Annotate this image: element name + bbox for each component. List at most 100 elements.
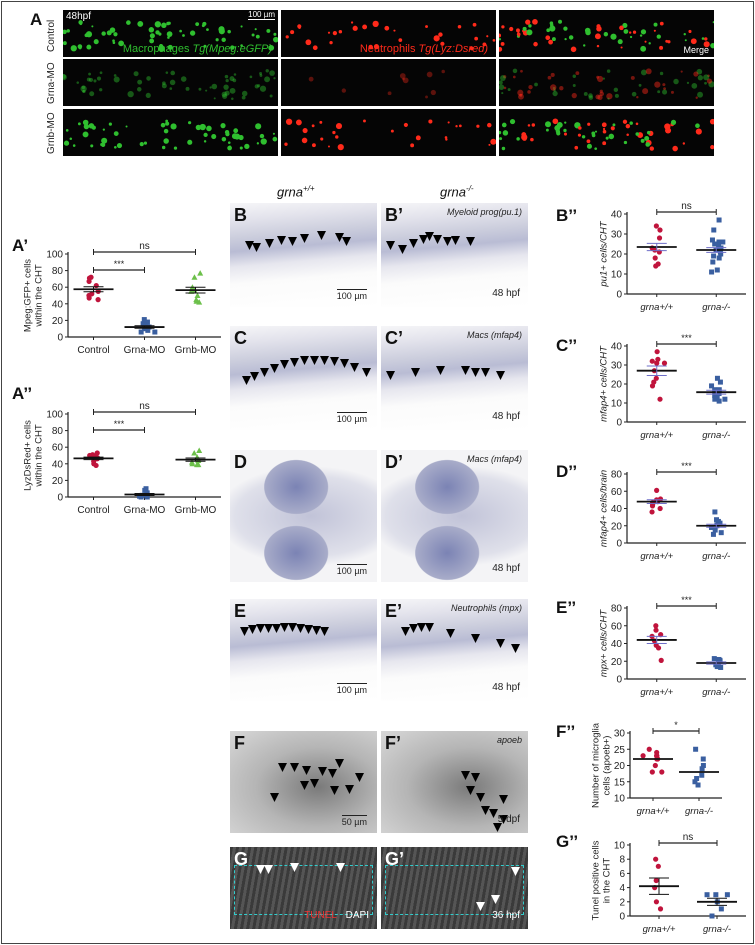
data-point bbox=[194, 292, 201, 298]
y-tick-label: 40 bbox=[611, 639, 623, 650]
y-tick-label: 4 bbox=[619, 883, 625, 894]
arrowhead-icon bbox=[318, 767, 327, 776]
data-point bbox=[657, 906, 664, 912]
arrowhead-icon bbox=[350, 363, 359, 372]
y-axis-label: Number of microglia bbox=[590, 722, 601, 808]
significance-label: *** bbox=[681, 461, 692, 471]
panel-label-e-double-prime: E’’ bbox=[556, 598, 577, 617]
arrowhead-icon bbox=[496, 371, 505, 380]
scale-bar: 100 µm bbox=[336, 289, 367, 301]
data-point bbox=[652, 255, 658, 261]
data-point bbox=[710, 531, 716, 537]
data-point bbox=[145, 327, 151, 333]
chart-b-double-prime: 0 10 20 30 40 grna+/+ grna-/- pu1+ cells/CHT ns bbox=[598, 201, 746, 313]
fluo-image-control-merge: Merge bbox=[499, 10, 714, 57]
y-tick-label: 0 bbox=[616, 675, 622, 686]
stain-caption: Macs (mfap4) bbox=[466, 454, 522, 464]
timepoint-label: 48 hpf bbox=[492, 682, 520, 693]
y-tick-label: 0 bbox=[616, 539, 622, 550]
y-tick-label: 60 bbox=[52, 283, 64, 294]
scale-bar: 100 µm bbox=[336, 412, 367, 424]
arrowhead-icon bbox=[493, 823, 502, 832]
data-point bbox=[653, 899, 660, 905]
significance-label: ns bbox=[683, 832, 694, 843]
arrowhead-icon bbox=[409, 624, 418, 633]
y-tick-label: 60 bbox=[611, 621, 623, 632]
fluo-image-grnb-mo-green bbox=[63, 109, 278, 156]
arrowhead-icon bbox=[256, 865, 265, 874]
caption-transgene: Tg(Lyz:Dsred) bbox=[418, 43, 488, 55]
x-tick-label: Control bbox=[77, 345, 109, 356]
y-tick-label: 0 bbox=[619, 912, 625, 923]
data-point bbox=[710, 259, 716, 265]
arrowhead-icon bbox=[317, 231, 326, 240]
arrowhead-icon bbox=[288, 623, 297, 632]
arrowhead-icon bbox=[288, 237, 297, 246]
y-axis-label: mfap4+ cells/CHT bbox=[598, 345, 609, 422]
micrograph-d: D 100 µm bbox=[230, 450, 377, 582]
panel-label: D bbox=[234, 452, 247, 472]
arrowhead-icon bbox=[499, 815, 508, 824]
panel-label-f-double-prime: F’’ bbox=[556, 722, 576, 741]
data-point bbox=[646, 746, 652, 752]
fluo-image-control-red: Neutrophils Tg(Lyz:Dsred) bbox=[281, 10, 496, 57]
micrograph-b-prime: B’ Myeloid prog(pu.1) 48 hpf bbox=[381, 203, 528, 307]
y-tick-label: 20 bbox=[611, 657, 623, 668]
y-axis-label: cells (apoeb+) bbox=[601, 736, 612, 796]
x-tick-label: Grnb-MO bbox=[175, 505, 217, 516]
data-point bbox=[699, 772, 705, 778]
timepoint-label: 48 hpf bbox=[492, 563, 520, 574]
data-point bbox=[709, 383, 715, 389]
timepoint-label: 48hpf bbox=[66, 11, 92, 22]
stain-caption: Myeloid prog(pu.1) bbox=[446, 207, 522, 217]
arrowhead-icon bbox=[355, 773, 364, 782]
arrowhead-icon bbox=[425, 623, 434, 632]
x-tick-label: Grnb-MO bbox=[175, 345, 217, 356]
x-tick-label: grna-/- bbox=[685, 806, 713, 817]
arrowhead-icon bbox=[264, 624, 273, 633]
y-tick-label: 10 bbox=[614, 841, 626, 852]
panel-label-d-double-prime: D’’ bbox=[556, 462, 578, 481]
x-tick-label: grna+/+ bbox=[640, 687, 673, 698]
data-point bbox=[713, 892, 719, 898]
arrowhead-icon bbox=[272, 624, 281, 633]
significance-label: *** bbox=[681, 595, 692, 605]
micrograph-c: C 100 µm bbox=[230, 326, 377, 430]
significance-label: ns bbox=[139, 241, 150, 252]
data-point bbox=[717, 379, 723, 385]
x-tick-label: grna-/- bbox=[702, 430, 730, 441]
arrowhead-icon bbox=[280, 360, 289, 369]
timepoint-label: 48 hpf bbox=[492, 288, 520, 299]
panel-label: G bbox=[234, 849, 249, 869]
arrowhead-icon bbox=[248, 625, 257, 634]
data-point bbox=[191, 274, 198, 280]
y-axis-label: mfap4+ cells/brain bbox=[598, 470, 609, 547]
arrowhead-icon bbox=[330, 357, 339, 366]
arrowhead-icon bbox=[328, 769, 337, 778]
data-point bbox=[695, 782, 701, 788]
merge-caption: Merge bbox=[683, 45, 709, 55]
arrowhead-icon bbox=[489, 809, 498, 818]
panel-label: E bbox=[234, 601, 247, 621]
micrograph-e: E 100 µm bbox=[230, 599, 377, 701]
data-point bbox=[649, 358, 655, 364]
genotype-mut-sup: -/- bbox=[466, 184, 474, 193]
y-axis-label: Tunel positive cells bbox=[590, 840, 601, 920]
y-tick-label: 6 bbox=[619, 869, 625, 880]
y-tick-label: 40 bbox=[52, 459, 64, 470]
y-tick-label: 80 bbox=[611, 470, 623, 481]
y-tick-label: 20 bbox=[611, 250, 623, 261]
arrowhead-icon bbox=[451, 236, 460, 245]
x-tick-label: grna+/+ bbox=[640, 302, 673, 313]
data-point bbox=[711, 227, 717, 233]
micrograph-f: F 50 µm bbox=[230, 731, 377, 833]
row-label-grnb-mo: Grnb-MO bbox=[46, 112, 57, 154]
data-point bbox=[716, 387, 722, 393]
arrowhead-icon bbox=[240, 627, 249, 636]
arrowhead-icon bbox=[466, 237, 475, 246]
fluo-image-grnb-mo-merge bbox=[499, 109, 714, 156]
arrowhead-icon bbox=[461, 366, 470, 375]
y-axis-label: pu1+ cells/CHT bbox=[598, 220, 609, 287]
y-tick-label: 15 bbox=[614, 777, 626, 788]
